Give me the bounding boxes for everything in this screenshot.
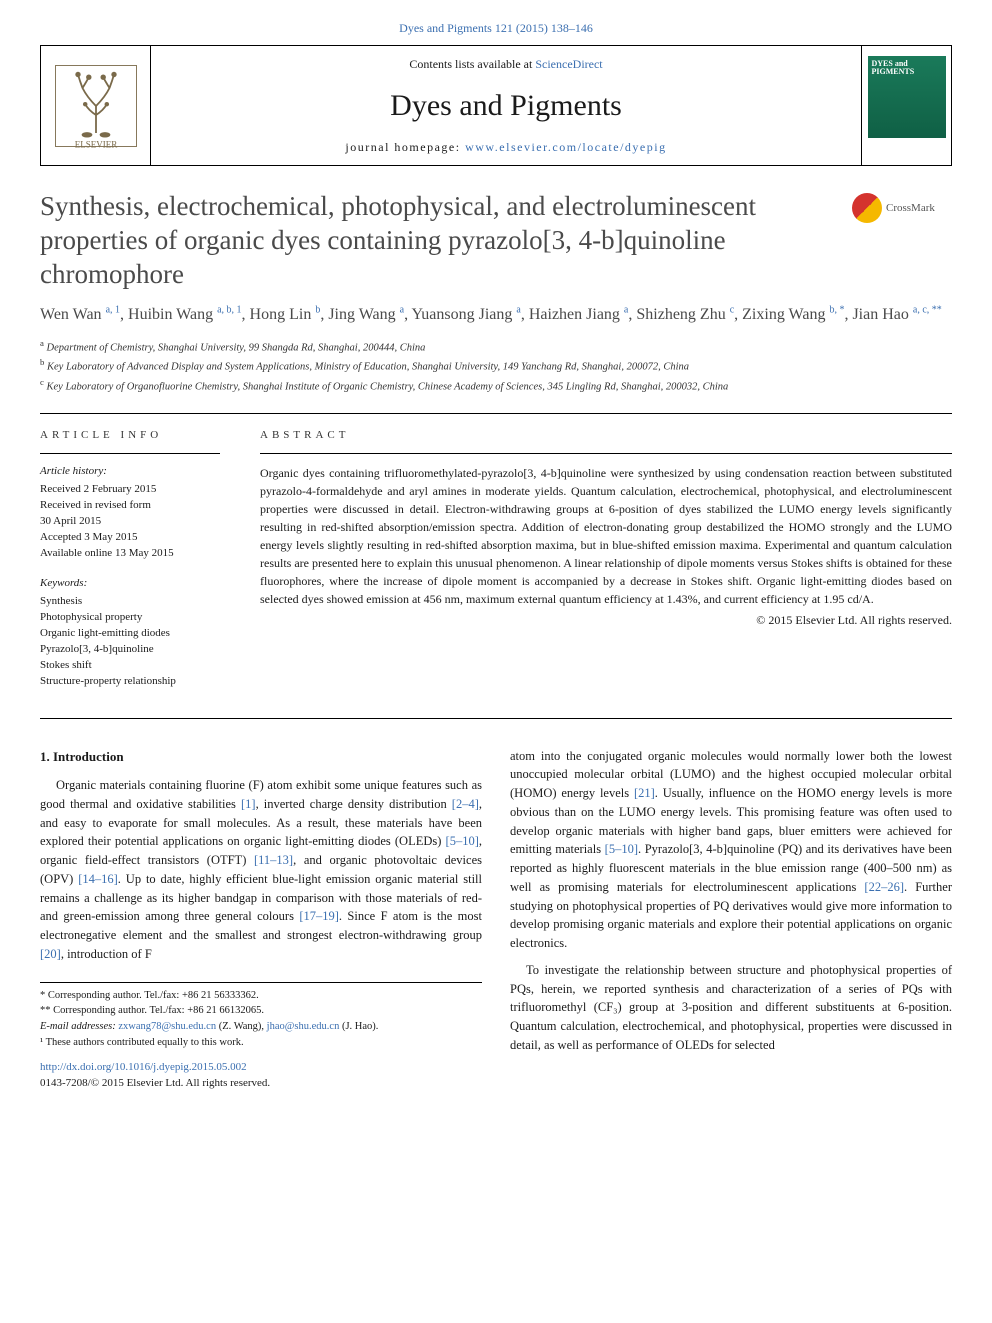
article-title: Synthesis, electrochemical, photophysica… bbox=[40, 190, 840, 291]
corresponding-author-2: ** Corresponding author. Tel./fax: +86 2… bbox=[40, 1004, 482, 1019]
doi-link[interactable]: http://dx.doi.org/10.1016/j.dyepig.2015.… bbox=[40, 1061, 247, 1073]
divider bbox=[260, 453, 952, 454]
divider bbox=[40, 453, 220, 454]
affiliations-list: a Department of Chemistry, Shanghai Univ… bbox=[40, 337, 952, 395]
citation-link[interactable]: [5–10] bbox=[605, 842, 638, 856]
keyword-line: Organic light-emitting diodes bbox=[40, 626, 220, 642]
affiliation-line: b Key Laboratory of Advanced Display and… bbox=[40, 356, 952, 375]
history-line: Received in revised form bbox=[40, 498, 220, 514]
divider bbox=[40, 718, 952, 719]
affiliation-line: c Key Laboratory of Organofluorine Chemi… bbox=[40, 376, 952, 395]
body-paragraph: To investigate the relationship between … bbox=[510, 961, 952, 1055]
keywords-label: Keywords: bbox=[40, 576, 220, 592]
history-line: Accepted 3 May 2015 bbox=[40, 530, 220, 546]
email-link-1[interactable]: zxwang78@shu.edu.cn bbox=[118, 1021, 216, 1032]
body-column-right: atom into the conjugated organic molecul… bbox=[510, 747, 952, 1092]
citation-link[interactable]: [11–13] bbox=[254, 853, 293, 867]
citation-link[interactable]: [21] bbox=[634, 786, 655, 800]
citation-link[interactable]: [20] bbox=[40, 947, 61, 961]
journal-name: Dyes and Pigments bbox=[390, 85, 622, 127]
keyword-line: Stokes shift bbox=[40, 658, 220, 674]
corresponding-author-1: * Corresponding author. Tel./fax: +86 21… bbox=[40, 989, 482, 1004]
header-center: Contents lists available at ScienceDirec… bbox=[151, 46, 861, 166]
abstract-column: ABSTRACT Organic dyes containing trifluo… bbox=[240, 428, 952, 704]
history-line: Received 2 February 2015 bbox=[40, 482, 220, 498]
crossmark-icon bbox=[852, 193, 882, 223]
crossmark-badge[interactable]: CrossMark bbox=[852, 190, 952, 226]
journal-citation-link[interactable]: Dyes and Pigments 121 (2015) 138–146 bbox=[40, 20, 952, 37]
history-line: Available online 13 May 2015 bbox=[40, 546, 220, 562]
keyword-line: Structure-property relationship bbox=[40, 674, 220, 690]
citation-link[interactable]: [2–4] bbox=[452, 797, 479, 811]
elsevier-logo-cell: ELSEVIER bbox=[41, 46, 151, 166]
body-paragraph: Organic materials containing fluorine (F… bbox=[40, 776, 482, 964]
equal-contribution-note: ¹ These authors contributed equally to t… bbox=[40, 1036, 482, 1051]
citation-link[interactable]: [1] bbox=[241, 797, 256, 811]
divider bbox=[40, 413, 952, 414]
issn-copyright-line: 0143-7208/© 2015 Elsevier Ltd. All right… bbox=[40, 1077, 270, 1089]
section-heading-introduction: 1. Introduction bbox=[40, 747, 482, 767]
citation-link[interactable]: [14–16] bbox=[78, 872, 118, 886]
abstract-text: Organic dyes containing trifluoromethyla… bbox=[260, 464, 952, 608]
journal-cover-cell: DYES and PIGMENTS bbox=[861, 46, 951, 166]
contents-available-line: Contents lists available at ScienceDirec… bbox=[409, 56, 602, 73]
email-addresses-line: E-mail addresses: zxwang78@shu.edu.cn (Z… bbox=[40, 1020, 482, 1035]
article-info-heading: ARTICLE INFO bbox=[40, 428, 220, 443]
abstract-copyright: © 2015 Elsevier Ltd. All rights reserved… bbox=[260, 612, 952, 629]
email-link-2[interactable]: jhao@shu.edu.cn bbox=[267, 1021, 340, 1032]
journal-homepage-line: journal homepage: www.elsevier.com/locat… bbox=[345, 139, 666, 156]
article-history-label: Article history: bbox=[40, 464, 220, 480]
affiliation-line: a Department of Chemistry, Shanghai Univ… bbox=[40, 337, 952, 356]
keyword-line: Pyrazolo[3, 4-b]quinoline bbox=[40, 642, 220, 658]
citation-link[interactable]: [22–26] bbox=[864, 880, 904, 894]
authors-list: Wen Wan a, 1, Huibin Wang a, b, 1, Hong … bbox=[40, 302, 952, 328]
sciencedirect-link[interactable]: ScienceDirect bbox=[535, 57, 602, 71]
abstract-heading: ABSTRACT bbox=[260, 428, 952, 443]
body-column-left: 1. Introduction Organic materials contai… bbox=[40, 747, 482, 1092]
citation-link[interactable]: [17–19] bbox=[299, 909, 339, 923]
crossmark-label: CrossMark bbox=[886, 201, 935, 216]
body-paragraph: atom into the conjugated organic molecul… bbox=[510, 747, 952, 953]
doi-block: http://dx.doi.org/10.1016/j.dyepig.2015.… bbox=[40, 1060, 482, 1091]
journal-header: ELSEVIER Contents lists available at Sci… bbox=[40, 45, 952, 167]
keyword-line: Photophysical property bbox=[40, 610, 220, 626]
footnotes-block: * Corresponding author. Tel./fax: +86 21… bbox=[40, 982, 482, 1051]
journal-cover-thumb: DYES and PIGMENTS bbox=[868, 56, 946, 156]
history-line: 30 April 2015 bbox=[40, 514, 220, 530]
svg-text:ELSEVIER: ELSEVIER bbox=[74, 139, 117, 149]
elsevier-tree-logo: ELSEVIER bbox=[51, 61, 141, 151]
journal-homepage-link[interactable]: www.elsevier.com/locate/dyepig bbox=[465, 140, 667, 154]
article-info-column: ARTICLE INFO Article history: Received 2… bbox=[40, 428, 240, 704]
keyword-line: Synthesis bbox=[40, 594, 220, 610]
citation-link[interactable]: [5–10] bbox=[446, 834, 479, 848]
